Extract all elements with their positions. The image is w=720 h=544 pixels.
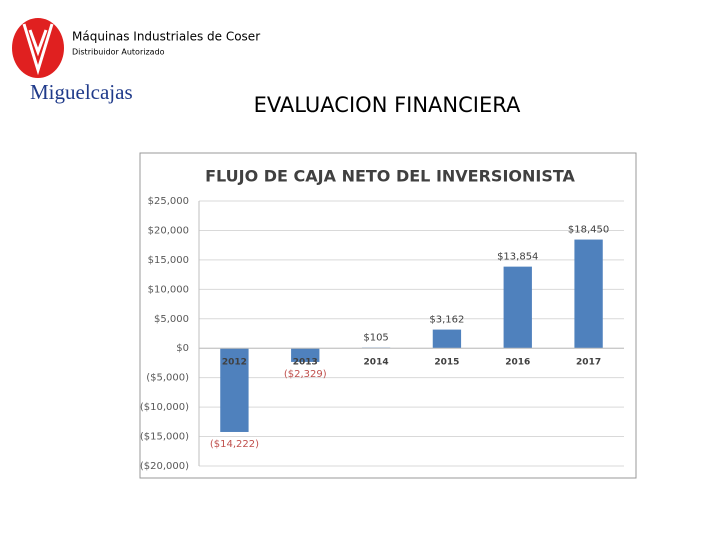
logo [12,18,64,78]
heading: EVALUACION FINANCIERA [254,93,521,117]
value-label: $13,854 [497,252,538,263]
bar [503,266,532,349]
bar [291,348,320,362]
x-tick-label: 2013 [293,358,318,368]
value-label: $18,450 [568,225,609,236]
x-tick-label: 2015 [434,358,459,368]
y-tick-label: $0 [176,343,189,354]
y-tick-label: ($15,000) [140,432,189,443]
y-tick-label: $25,000 [148,196,189,207]
chart-frame [139,152,637,479]
bar [574,239,603,349]
y-tick-label: ($10,000) [140,402,189,413]
chart-title: FLUJO DE CAJA NETO DEL INVERSIONISTA [205,167,575,186]
y-tick-label: ($20,000) [140,461,189,472]
y-tick-label: $10,000 [148,284,189,295]
logo-mark [22,23,54,76]
y-tick-label: $20,000 [148,225,189,236]
value-label: $105 [363,333,388,344]
value-label: ($14,222) [210,439,259,450]
y-tick-label: $5,000 [154,314,189,325]
plot: ($20,000) ($15,000) ($10,000) ($5,000) $0 $5,… [140,196,624,472]
x-tick-label: 2014 [364,358,389,368]
x-tick-label: 2016 [505,358,530,368]
bar [220,348,249,432]
company-subtitle: Distribuidor Autorizado [72,48,165,57]
value-label: ($2,329) [284,369,327,380]
x-tick-label: 2012 [222,358,247,368]
y-tick-label: $15,000 [148,255,189,266]
company-name: Máquinas Industriales de Coser [72,30,260,44]
brand: Miguelcajas [30,80,133,104]
value-label: $3,162 [429,315,464,326]
x-tick-label: 2017 [576,358,601,368]
y-tick-label: ($5,000) [146,373,189,384]
bar [432,329,462,349]
